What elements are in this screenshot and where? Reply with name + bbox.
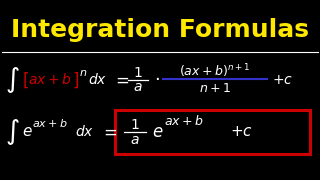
Text: $\int$: $\int$ xyxy=(5,117,20,147)
Text: $n$: $n$ xyxy=(79,68,87,78)
Text: $\int$: $\int$ xyxy=(5,65,20,95)
Text: $+c$: $+c$ xyxy=(230,125,253,140)
Text: $a$: $a$ xyxy=(130,133,140,147)
Text: $n+1$: $n+1$ xyxy=(199,82,231,96)
Text: $=$: $=$ xyxy=(100,123,117,141)
Text: $1$: $1$ xyxy=(133,66,143,80)
Text: $dx$: $dx$ xyxy=(88,73,107,87)
Text: $ax+b$: $ax+b$ xyxy=(32,117,68,129)
Text: $+c$: $+c$ xyxy=(272,73,293,87)
Text: $dx$: $dx$ xyxy=(75,125,94,140)
Text: Integration Formulas: Integration Formulas xyxy=(11,18,309,42)
Bar xyxy=(115,110,310,154)
Text: $a$: $a$ xyxy=(133,80,143,94)
Text: $(ax+b)^{n+1}$: $(ax+b)^{n+1}$ xyxy=(180,62,251,80)
Text: $=$: $=$ xyxy=(112,71,129,89)
Text: $\cdot$: $\cdot$ xyxy=(154,69,160,87)
Text: $ax+b$: $ax+b$ xyxy=(28,73,72,87)
Text: $e$: $e$ xyxy=(152,123,164,141)
Text: $[$: $[$ xyxy=(22,70,29,90)
Text: $ax+b$: $ax+b$ xyxy=(164,114,204,128)
Text: $e$: $e$ xyxy=(22,125,33,140)
Text: $1$: $1$ xyxy=(130,118,140,132)
Text: $]$: $]$ xyxy=(72,70,79,90)
